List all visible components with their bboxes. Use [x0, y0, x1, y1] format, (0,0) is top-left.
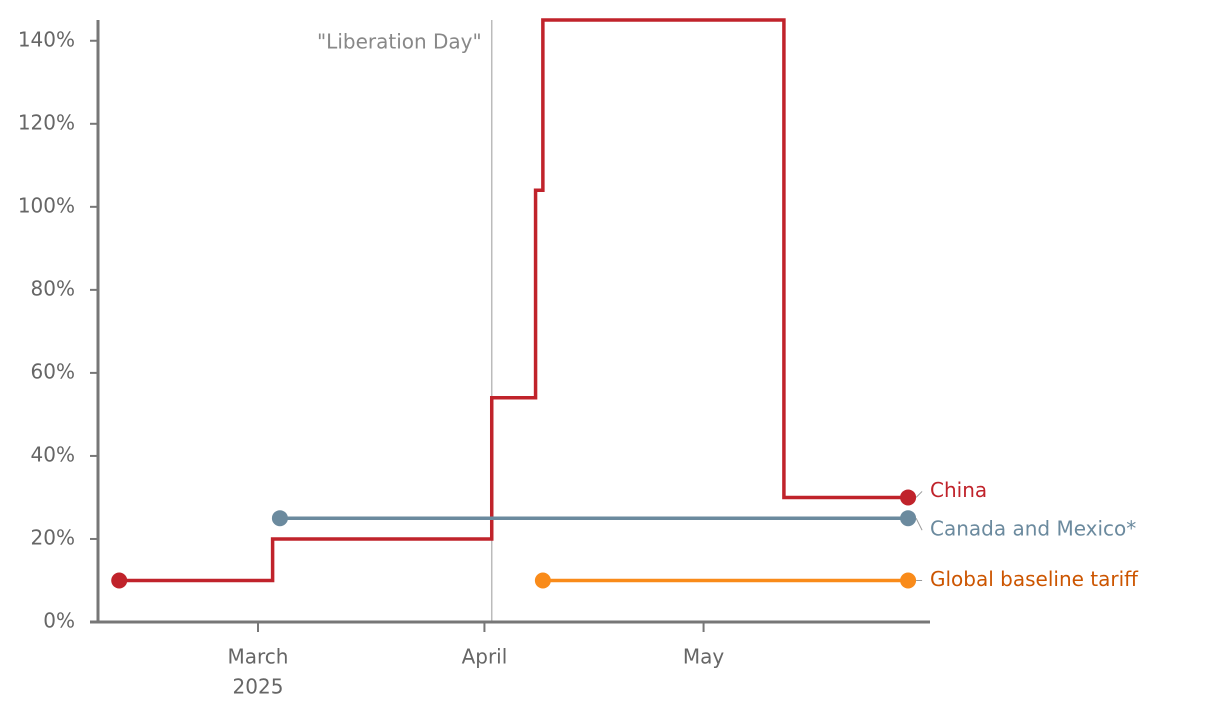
- x-tick-label: May: [683, 645, 725, 669]
- series-line: [119, 18, 909, 583]
- y-tick-label: 140%: [18, 27, 75, 51]
- endpoint-marker: [534, 572, 551, 589]
- endpoint-marker: [900, 572, 917, 589]
- endpoint-marker: [111, 572, 128, 589]
- y-tick-label: 40%: [31, 442, 75, 466]
- y-tick-label: 60%: [31, 359, 75, 383]
- label-connector: [915, 491, 923, 498]
- endpoint-marker: [900, 489, 917, 506]
- y-tick-label: 120%: [18, 110, 75, 134]
- x-tick-label: March: [228, 645, 289, 669]
- y-tick-label: 0%: [43, 609, 75, 633]
- endpoint-marker: [271, 510, 288, 527]
- y-tick-label: 80%: [31, 276, 75, 300]
- endpoint-marker: [900, 510, 917, 527]
- annotation-text: "Liberation Day": [317, 30, 482, 54]
- series-label: China: [930, 478, 987, 502]
- series-label: Global baseline tariff: [930, 567, 1139, 591]
- x-tick-label: April: [462, 645, 508, 669]
- y-tick-label: 100%: [18, 193, 75, 217]
- label-connector: [915, 517, 923, 531]
- y-tick-label: 20%: [31, 525, 75, 549]
- series-label: Canada and Mexico*: [930, 517, 1136, 541]
- x-tick-sublabel: 2025: [233, 675, 284, 699]
